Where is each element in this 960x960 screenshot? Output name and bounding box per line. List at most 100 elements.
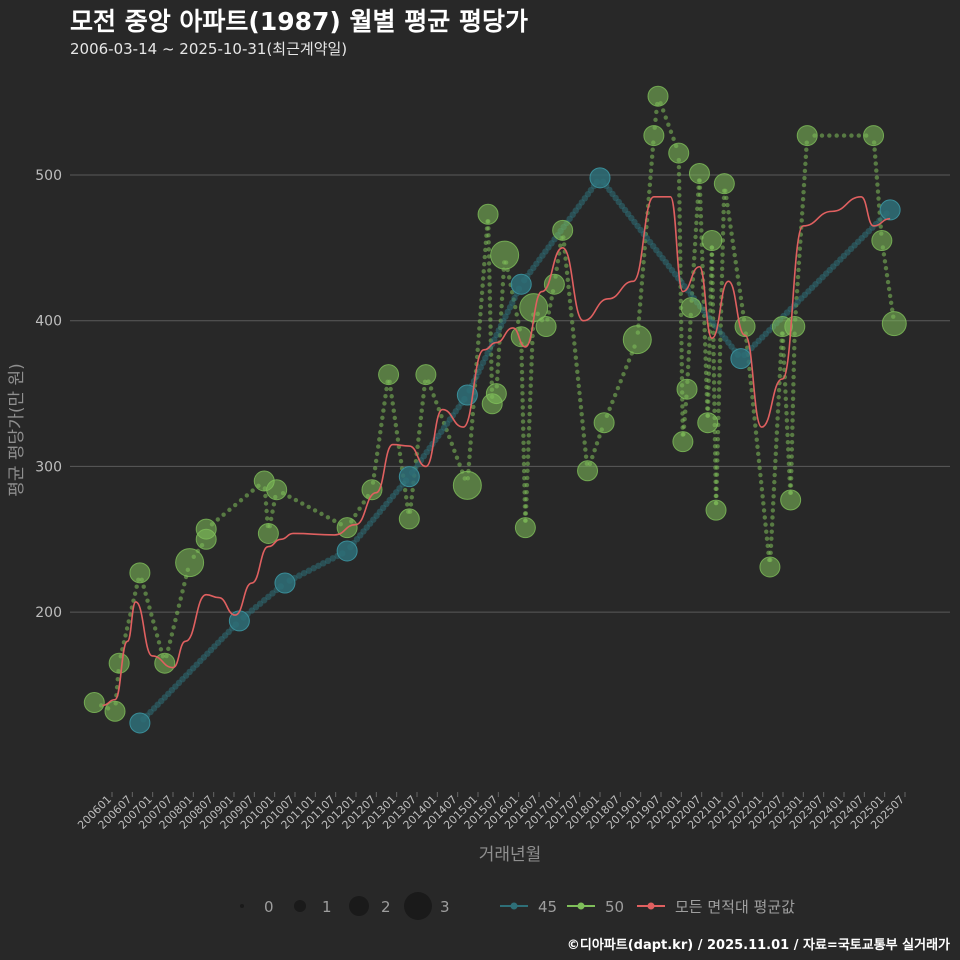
- series-50-connector-dot: [714, 486, 719, 492]
- series-50-connector-dot: [734, 267, 739, 272]
- series-50-connector-dot: [486, 233, 491, 238]
- series-50-connector-dot: [702, 335, 708, 340]
- series-50-connector-dot: [389, 394, 394, 399]
- series-50-connector-dot: [495, 362, 501, 367]
- series-50-connector-dot: [574, 362, 579, 367]
- series-50-connector-dot: [698, 221, 704, 226]
- series-50-connector-dot: [761, 501, 766, 506]
- y-tick-label: 400: [35, 314, 62, 330]
- series-50-connector-dot: [699, 228, 704, 233]
- series-50-connector-dot: [573, 355, 579, 360]
- series-50-connector-dot: [776, 395, 781, 400]
- series-50-connector-dot: [648, 175, 653, 181]
- series-50-connector-dot: [395, 437, 401, 442]
- series-50-connector-dot: [737, 288, 743, 294]
- series-50-connector-dot: [819, 133, 825, 138]
- series-50-connector-dot: [563, 256, 568, 261]
- series-50-connector-dot: [167, 639, 173, 644]
- series-45-connector-dot: [315, 562, 322, 569]
- series-50-connector-dot: [710, 302, 716, 307]
- series-50-connector-dot: [227, 507, 232, 513]
- series-45-connector-dot: [320, 560, 327, 567]
- series-50-connector-dot: [577, 390, 582, 396]
- series-50-connector-dot: [698, 214, 704, 219]
- series-50-connector-dot: [621, 372, 626, 377]
- series-50-connector-dot: [781, 353, 786, 358]
- series-50-connector-dot: [800, 197, 806, 202]
- legend-series-label: 45: [538, 898, 557, 916]
- series-50-connector-dot: [653, 117, 658, 123]
- series-50-connector-dot: [417, 422, 423, 428]
- series-50-connector-dot: [357, 506, 362, 511]
- series-50-connector-dot: [486, 254, 492, 259]
- series-50-connector-dot: [710, 273, 715, 279]
- series-50-connector-dot: [711, 380, 717, 385]
- series-50-connector-dot: [481, 269, 486, 274]
- series-50-connector-dot: [677, 249, 683, 254]
- series-50-connector-dot: [637, 309, 642, 314]
- series-50-connector-dot: [173, 617, 178, 623]
- series-50-connector-dot: [640, 267, 646, 272]
- series-50-connector-dot: [758, 472, 763, 478]
- series-50-connector-dot: [789, 439, 795, 445]
- series-50-connector-dot: [379, 422, 384, 428]
- series-50-connector-dot: [714, 472, 720, 477]
- series-50-connector-dot: [500, 289, 505, 294]
- series-50-connector-dot: [561, 242, 567, 247]
- series-50-connector-dot: [706, 364, 712, 369]
- series-50-connector-dot: [512, 304, 518, 310]
- series-50-connector-dot: [650, 147, 655, 152]
- series-50-connector-dot: [523, 511, 529, 516]
- series-50-connector-dot: [705, 406, 711, 411]
- series-50-point: [697, 412, 719, 434]
- series-50-connector-dot: [772, 472, 777, 478]
- series-50-connector-dot: [714, 479, 719, 484]
- series-50-connector-dot: [618, 378, 623, 384]
- series-50-connector-dot: [649, 161, 654, 166]
- series-50-connector-dot: [878, 224, 883, 229]
- series-50-connector-dot: [452, 448, 457, 453]
- series-50-connector-dot: [564, 270, 570, 275]
- series-50-connector-dot: [477, 326, 482, 331]
- series-50-connector-dot: [521, 440, 526, 445]
- series-50-connector-dot: [776, 402, 781, 407]
- series-50-connector-dot: [764, 529, 769, 534]
- series-50-connector-dot: [800, 204, 805, 209]
- series-50-connector-dot: [791, 360, 797, 365]
- series-50-connector-dot: [747, 366, 752, 372]
- series-50-connector-dot: [572, 348, 578, 353]
- chart-title: 모전 중앙 아파트(1987) 월별 평균 평당가: [70, 7, 528, 36]
- series-50-connector-dot: [567, 291, 572, 297]
- series-50-connector-dot: [312, 508, 318, 513]
- series-50-connector-dot: [678, 263, 683, 268]
- series-50-connector-dot: [521, 461, 527, 467]
- legend-size-label: 1: [322, 898, 332, 916]
- legend-size-marker: [349, 896, 369, 916]
- series-50-connector-dot: [885, 279, 891, 285]
- series-50-connector-dot: [790, 403, 796, 409]
- series-50-connector-dot: [718, 337, 723, 343]
- series-50-connector-dot: [795, 281, 800, 287]
- series-50-connector-dot: [624, 365, 629, 370]
- series-50-connector-dot: [777, 373, 782, 379]
- series-50-connector-dot: [378, 429, 383, 435]
- series-45-point: [510, 273, 532, 295]
- series-50-connector-dot: [772, 479, 777, 485]
- series-50-connector-dot: [692, 241, 698, 247]
- series-50-connector-dot: [677, 200, 682, 205]
- series-45-point: [129, 712, 151, 734]
- series-50-connector-dot: [720, 245, 725, 250]
- series-50-connector-dot: [590, 454, 595, 460]
- series-50-connector-dot: [422, 386, 427, 392]
- series-50-connector-dot: [519, 348, 524, 354]
- series-50-connector-dot: [592, 447, 597, 453]
- series-50-connector-dot: [738, 295, 744, 301]
- series-50-connector-dot: [799, 211, 805, 216]
- series-50-connector-dot: [489, 366, 494, 371]
- series-50-connector-dot: [487, 303, 493, 308]
- series-50-connector-dot: [469, 426, 474, 431]
- series-50-connector-dot: [771, 486, 777, 492]
- series-50-connector-dot: [143, 591, 148, 596]
- series-50-connector-dot: [663, 115, 668, 120]
- series-50-point: [680, 297, 702, 319]
